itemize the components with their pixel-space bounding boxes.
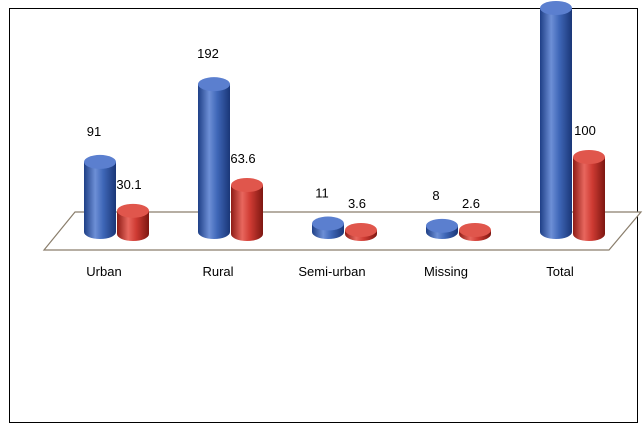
bar-rural-percent — [231, 178, 263, 241]
bar-semi-urban-count — [312, 216, 344, 239]
category-label: Missing — [424, 264, 468, 279]
category-label: Urban — [86, 264, 121, 279]
data-label-percent: 30.1 — [116, 177, 141, 192]
bar-total-percent — [573, 150, 605, 241]
category-label: Semi-urban — [298, 264, 365, 279]
bar-total-count — [540, 1, 572, 239]
bar-urban-percent — [117, 203, 149, 241]
bar-urban-count — [84, 154, 116, 239]
bar-missing-percent — [459, 223, 491, 241]
data-label-percent: 3.6 — [348, 196, 366, 211]
data-label-count: 91 — [87, 124, 101, 139]
data-label-count: 8 — [432, 188, 439, 203]
bar-rural-count — [198, 77, 230, 239]
data-label-percent: 2.6 — [462, 196, 480, 211]
data-label-percent: 100 — [574, 123, 596, 138]
category-label: Total — [546, 264, 574, 279]
data-label-count: 11 — [315, 186, 329, 201]
data-label-count: 192 — [197, 46, 219, 61]
data-label-percent: 63.6 — [230, 151, 255, 166]
category-label: Rural — [202, 264, 233, 279]
bar-semi-urban-percent — [345, 223, 377, 241]
bar-missing-count — [426, 218, 458, 239]
